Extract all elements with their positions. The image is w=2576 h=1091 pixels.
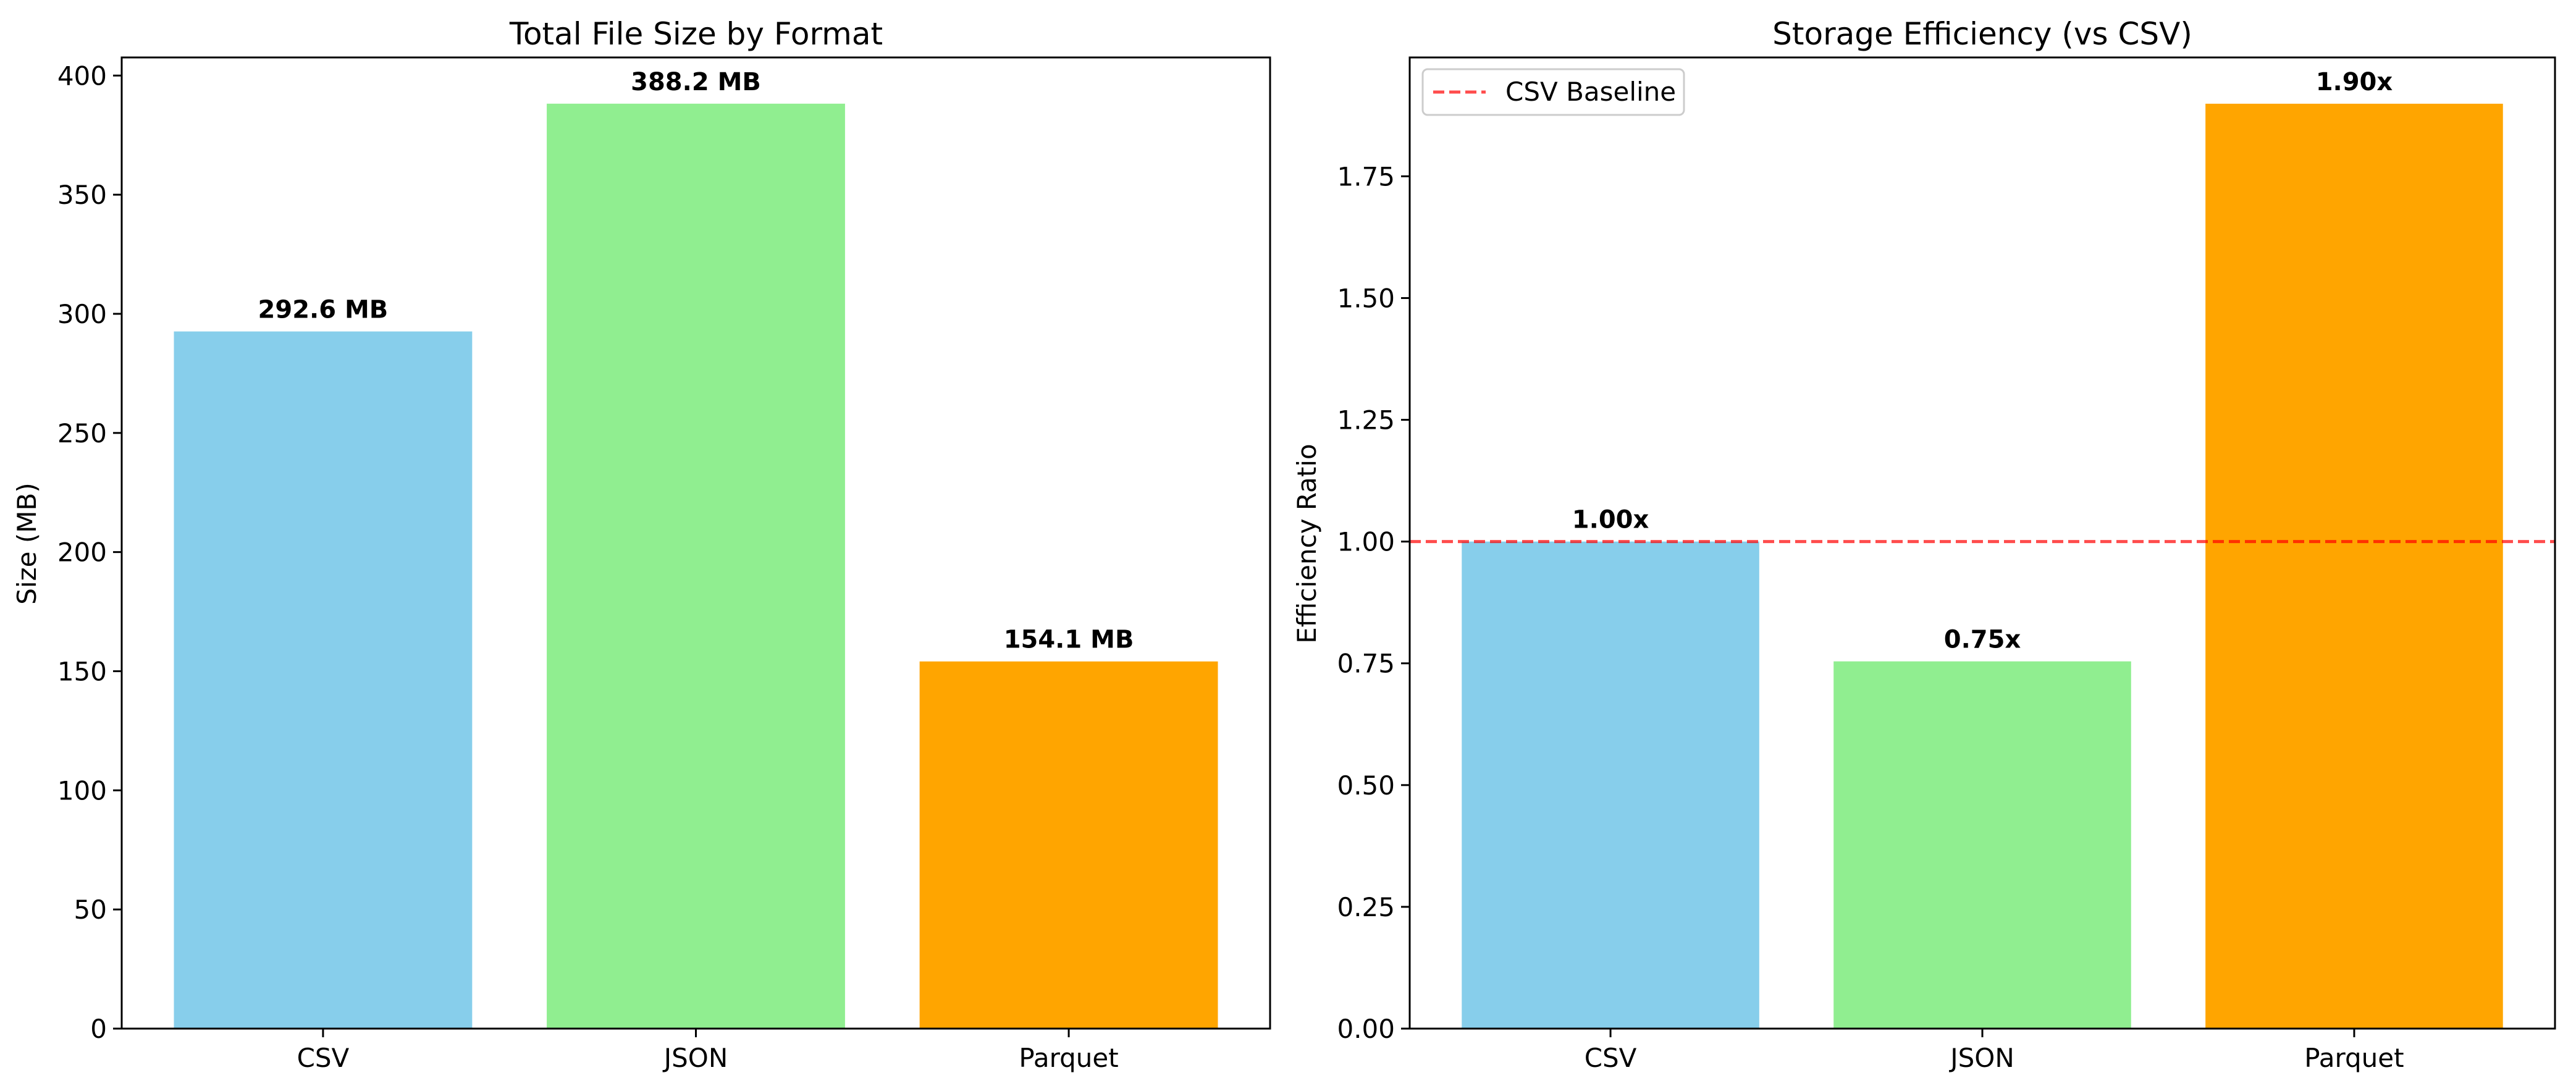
bar-parquet [919,661,1218,1029]
legend-box [1421,68,1685,116]
chart-title: Total File Size by Format [509,16,883,52]
legend-label: CSV Baseline [1505,77,1676,107]
bars [1462,103,2503,1029]
bar-json [1833,661,2131,1029]
y-axis-label: Efficiency Ratio [1292,444,1322,644]
y-tick-label: 350 [57,180,107,210]
data-label: 292.6 MB [258,296,389,324]
data-label: 154.1 MB [1004,626,1134,654]
y-axis-label: Size (MB) [12,482,42,604]
y-tick-label: 1.25 [1337,405,1395,436]
y-tick-label: 250 [57,418,107,449]
x-tick-label: JSON [662,1043,728,1073]
size-chart: Total File Size by Format Size (MB) 292.… [12,16,1271,1073]
bar-json [547,103,845,1029]
y-tick-label: 400 [57,61,107,91]
bars [174,103,1218,1029]
bar-csv [1462,541,1759,1029]
y-tick-label: 0 [90,1014,107,1044]
y-tick-label: 150 [57,656,107,686]
x-tick-label: CSV [297,1043,350,1073]
legend: CSV Baseline [1421,68,1685,116]
chart-title: Storage Efficiency (vs CSV) [1772,16,2192,52]
x-tick-label: Parquet [1019,1043,1118,1073]
data-label: 1.90x [2316,68,2393,96]
bar-csv [174,331,473,1029]
x-tick-label: Parquet [2304,1043,2404,1073]
y-tick-label: 100 [57,775,107,806]
efficiency-chart: Storage Efficiency (vs CSV) Efficiency R… [1292,16,2556,1073]
y-tick-label: 1.50 [1337,283,1395,313]
y-tick-label: 0.25 [1337,892,1395,922]
x-tick-label: CSV [1585,1043,1637,1073]
y-tick-label: 0.50 [1337,770,1395,801]
y-tick-label: 1.00 [1337,527,1395,557]
bar-parquet [2205,103,2503,1029]
y-tick-label: 200 [57,537,107,568]
y-tick-label: 1.75 [1337,161,1395,192]
axes-frame [120,56,1271,1030]
y-tick-label: 0.75 [1337,649,1395,679]
y-tick-label: 0.00 [1337,1014,1395,1044]
data-label: 1.00x [1572,506,1649,534]
y-tick-label: 50 [74,895,107,925]
data-label: 0.75x [1944,626,2021,654]
axes-frame [1408,56,2556,1030]
x-tick-label: JSON [1948,1043,2014,1073]
y-tick-label: 300 [57,299,107,329]
data-label: 388.2 MB [631,68,761,96]
